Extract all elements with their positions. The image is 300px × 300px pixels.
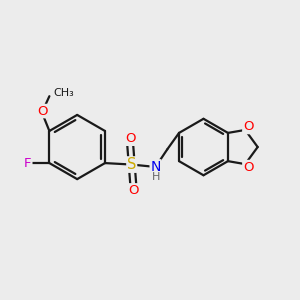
Text: O: O: [125, 132, 136, 145]
Text: O: O: [243, 121, 254, 134]
Text: N: N: [150, 160, 161, 174]
Text: S: S: [127, 157, 136, 172]
Text: H: H: [152, 172, 160, 182]
Text: O: O: [243, 160, 254, 174]
Text: F: F: [24, 157, 32, 169]
Text: CH₃: CH₃: [53, 88, 74, 98]
Text: O: O: [37, 105, 47, 118]
Text: O: O: [128, 184, 139, 197]
